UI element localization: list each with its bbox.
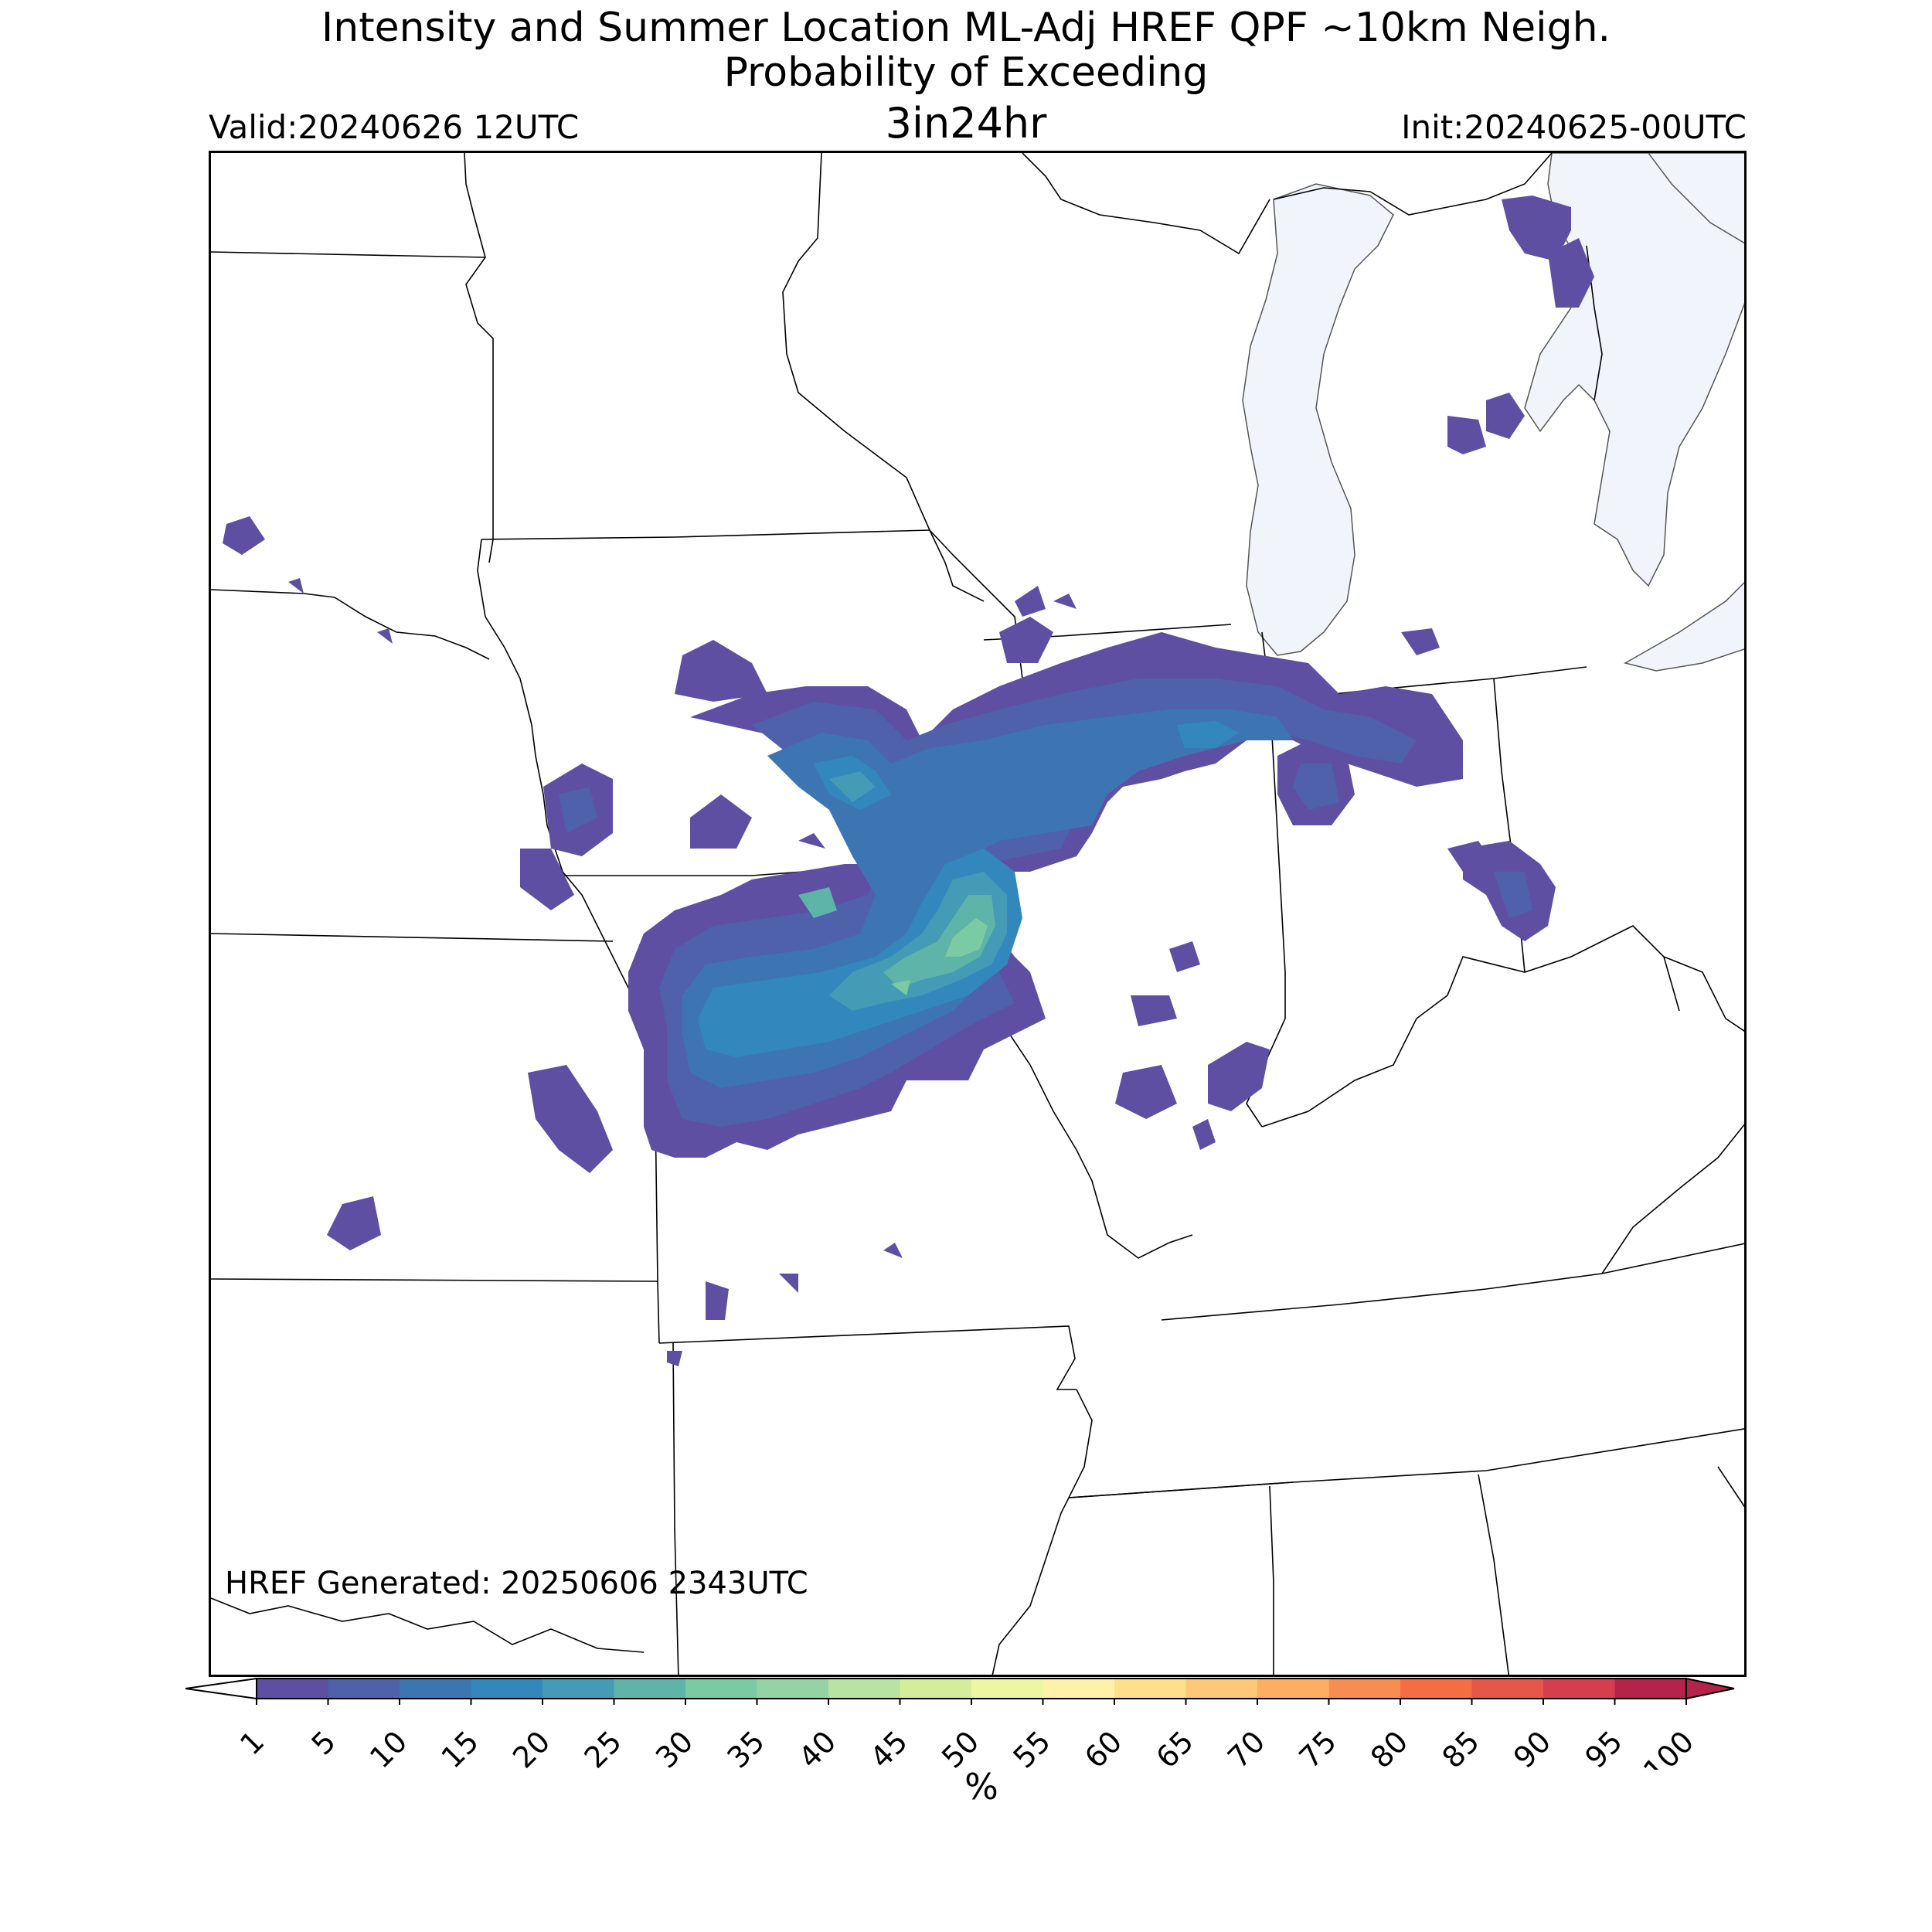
colorbar-tick-label: 70	[1221, 1724, 1271, 1770]
init-time-label: Init:20240625-00UTC	[1401, 108, 1747, 146]
map-svg	[211, 153, 1744, 1675]
colorbar-tick-label: 5	[305, 1724, 342, 1761]
colorbar-tick-label: 75	[1293, 1724, 1343, 1770]
colorbar-tick-label: 65	[1150, 1724, 1200, 1770]
chart-title-line2: Probability of Exceeding	[723, 49, 1209, 96]
colorbar-segment	[1471, 1679, 1544, 1699]
colorbar-tick-label: 60	[1078, 1724, 1128, 1770]
colorbar-segment	[971, 1679, 1043, 1699]
ok-tx-border	[211, 1597, 645, 1653]
ar-la-border	[1068, 1428, 1744, 1498]
probability-shading	[223, 196, 1594, 1366]
colorbar-segment	[543, 1679, 614, 1699]
ohio-river	[1261, 925, 1680, 1128]
colorbar-tick-label: 20	[506, 1724, 556, 1770]
colorbar-segment	[1185, 1679, 1258, 1699]
colorbar-tick-label: 90	[1507, 1724, 1557, 1770]
ky-tn-border	[1161, 1243, 1744, 1321]
mn-ia-border	[481, 529, 930, 540]
colorbar-segment	[757, 1679, 829, 1699]
ia-west-border	[477, 539, 548, 826]
tn-south-border	[1068, 1481, 1294, 1498]
colorbar-tick-label: 95	[1579, 1724, 1629, 1770]
wi-mi-up	[1022, 153, 1270, 255]
sd-ne-border	[211, 589, 490, 660]
colorbar-segment	[1400, 1679, 1472, 1699]
colorbar-unit-label: %	[964, 1766, 998, 1808]
map-panel: HREF Generated: 20250606 2343UTC	[209, 151, 1747, 1677]
colorbar-tick-label: 30	[649, 1724, 699, 1770]
chart-title-line1: Intensity and Summer Location ML-Adj HRE…	[321, 5, 1611, 51]
colorbar-segment	[400, 1679, 471, 1699]
colorbar-segment	[828, 1679, 900, 1699]
mn-west-border	[464, 153, 494, 563]
colorbar-segment	[1328, 1679, 1401, 1699]
colorbar-segment	[1614, 1679, 1687, 1699]
colorbar-segment	[900, 1679, 972, 1699]
colorbar-segment	[1543, 1679, 1615, 1699]
colorbar-segment	[1257, 1679, 1329, 1699]
prob-level-25	[798, 887, 995, 988]
colorbar-segment	[471, 1679, 543, 1699]
colorbar-segment	[1043, 1679, 1115, 1699]
wi-mn-river	[782, 153, 985, 602]
al-ga-border	[1717, 1466, 1744, 1508]
colorbar: 1 5 10 15 20 25 30 35 40 45 50 55 60 65 70 75 80 85 90 95 10…	[185, 1677, 1735, 1770]
colorbar-segment	[1114, 1679, 1186, 1699]
colorbar-tick-label: 55	[1007, 1724, 1057, 1770]
ky-east	[1663, 956, 1744, 1032]
tn-nc	[1601, 1124, 1744, 1274]
il-south	[960, 987, 1193, 1259]
ne-ks-border	[211, 933, 614, 942]
chart-title-threshold: 3in24hr	[885, 99, 1047, 148]
generated-timestamp: HREF Generated: 20250606 2343UTC	[225, 1566, 808, 1601]
colorbar-tick-label: 80	[1364, 1724, 1414, 1770]
lake-superior-corner	[1648, 153, 1744, 244]
colorbar-tick-label: 15	[435, 1724, 485, 1770]
mo-ar-border	[658, 1325, 1077, 1390]
colorbar-tick-label: 35	[721, 1724, 771, 1770]
colorbar-tick-label: 10	[363, 1724, 413, 1770]
ne-mo-border	[546, 825, 629, 988]
ok-ar-border	[672, 1342, 679, 1675]
ar-east-border	[992, 1389, 1093, 1675]
prob-level-30	[891, 918, 988, 995]
ar-ms-line	[1269, 1485, 1274, 1675]
colorbar-segment	[328, 1679, 400, 1699]
ks-ok-border	[211, 1278, 658, 1282]
mi-up-shore	[1273, 153, 1553, 216]
colorbar-tick-label: 100	[1637, 1724, 1700, 1770]
colorbar-extend-max	[1685, 1677, 1735, 1700]
colorbar-tick-label: 45	[864, 1724, 914, 1770]
colorbar-tick-label: 85	[1436, 1724, 1486, 1770]
colorbar-segment	[614, 1679, 686, 1699]
ms-al-border	[1478, 1474, 1510, 1675]
colorbar-extend-min	[185, 1677, 257, 1700]
valid-time-label: Valid:20240626 12UTC	[209, 108, 580, 146]
colorbar-segment	[257, 1679, 328, 1699]
lake-erie	[1624, 581, 1744, 672]
colorbar-tick-label: 1	[233, 1724, 270, 1761]
colorbar-tick-label: 40	[792, 1724, 842, 1770]
colorbar-tick-label: 25	[578, 1724, 628, 1770]
colorbar-tick-label: 50	[935, 1724, 985, 1770]
state-borders	[211, 153, 1744, 1675]
lake-michigan	[1242, 183, 1394, 656]
nd-sd-border	[211, 251, 486, 258]
colorbar-segment	[685, 1679, 757, 1699]
